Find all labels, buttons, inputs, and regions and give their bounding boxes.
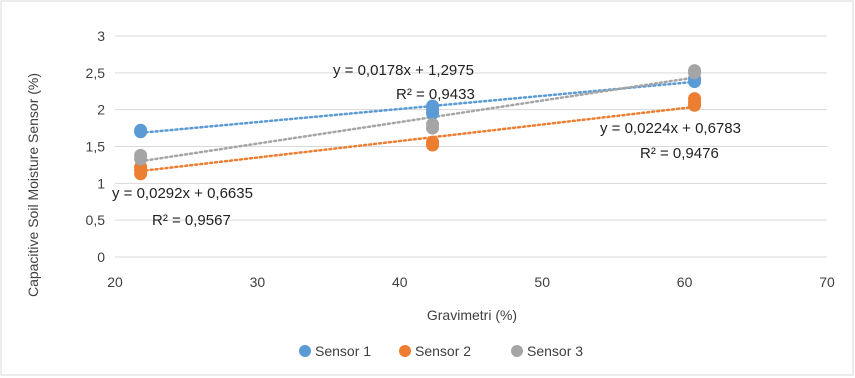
y-tick-label: 2 xyxy=(97,102,105,118)
data-point-sensor-1 xyxy=(134,125,148,139)
data-point-sensor-2 xyxy=(426,138,440,152)
legend-marker-sensor-3 xyxy=(511,345,523,357)
y-tick-label: 0 xyxy=(97,249,105,265)
trendline-r2-sensor-1: R² = 0,9433 xyxy=(396,86,475,103)
trendline-sensor-2 xyxy=(139,105,696,173)
x-axis-title: Gravimetri (%) xyxy=(427,307,517,323)
x-tick-label: 60 xyxy=(677,274,693,290)
y-tick-label: 3 xyxy=(97,28,105,44)
data-point-sensor-3 xyxy=(426,121,440,135)
trendline-equation-sensor-1: y = 0,0178x + 1,2975 xyxy=(333,62,474,79)
y-tick-label: 1,5 xyxy=(86,139,106,155)
legend-label-sensor-2: Sensor 2 xyxy=(415,343,471,359)
legend-marker-sensor-2 xyxy=(399,345,411,357)
data-point-sensor-3 xyxy=(688,66,702,80)
legend-marker-sensor-1 xyxy=(299,345,311,357)
x-tick-label: 30 xyxy=(250,274,266,290)
y-axis-title: Capacitive Soil Moisture Sensor (%) xyxy=(25,73,41,297)
trendline-r2-sensor-3: R² = 0,9567 xyxy=(152,212,231,229)
trendline-equation-sensor-3: y = 0,0292x + 0,6635 xyxy=(112,185,253,202)
legend-label-sensor-1: Sensor 1 xyxy=(315,343,371,359)
x-tick-label: 50 xyxy=(534,274,550,290)
trendline-r2-sensor-2: R² = 0,9476 xyxy=(640,145,719,162)
data-point-sensor-3 xyxy=(134,152,148,166)
legend-label-sensor-3: Sensor 3 xyxy=(527,343,583,359)
trendlines xyxy=(139,76,696,173)
x-tick-label: 20 xyxy=(107,274,123,290)
tick-labels: 0 0,5 1 1,5 2 2,5 3 20 30 40 50 60 70 xyxy=(86,28,835,290)
data-point-sensor-2 xyxy=(688,98,702,112)
x-tick-label: 40 xyxy=(392,274,408,290)
gridlines xyxy=(115,35,827,258)
legend: Sensor 1 Sensor 2 Sensor 3 xyxy=(299,343,583,359)
trendline-sensor-3 xyxy=(139,76,696,163)
data-points xyxy=(134,64,702,181)
trendline-equation-sensor-2: y = 0,0224x + 0,6783 xyxy=(600,120,741,137)
y-tick-label: 0,5 xyxy=(86,212,106,228)
data-point-sensor-2 xyxy=(134,167,148,181)
y-tick-label: 2,5 xyxy=(86,65,106,81)
x-tick-label: 70 xyxy=(819,274,835,290)
trendline-sensor-1 xyxy=(139,80,696,135)
data-point-sensor-1 xyxy=(426,106,440,120)
y-tick-label: 1 xyxy=(97,175,105,191)
